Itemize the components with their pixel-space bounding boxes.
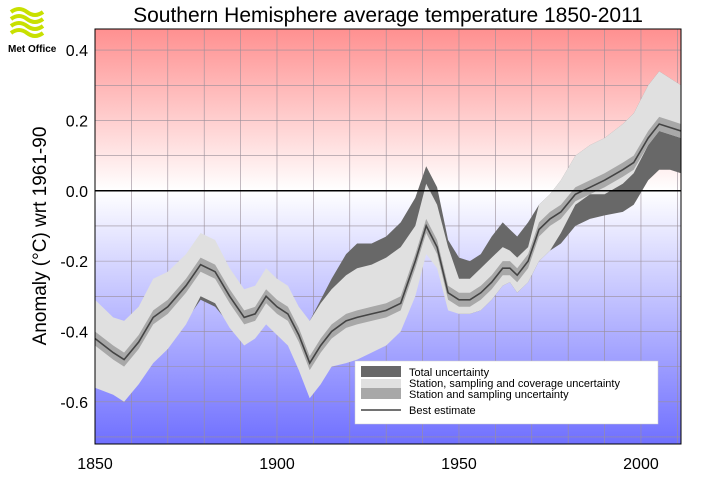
y-axis-label: Anomaly (°C) wrt 1961-90 <box>30 127 51 346</box>
legend-label-station: Station and sampling uncertainty <box>409 389 569 401</box>
best-estimate-line <box>95 123 681 365</box>
x-tick-label: 1900 <box>259 456 295 473</box>
legend-swatch-coverage <box>361 379 401 390</box>
logo-wave-2 <box>9 14 45 24</box>
legend-label-best: Best estimate <box>409 405 476 417</box>
logo-wave-4 <box>9 28 45 38</box>
x-tick-label: 1850 <box>77 456 113 473</box>
met-office-logo: Met Office <box>8 7 57 55</box>
logo-wave-3 <box>9 21 45 31</box>
y-tick-labels: 0.4 0.2 0.0 -0.2 -0.4 -0.6 <box>60 43 88 412</box>
chart-title: Southern Hemisphere average temperature … <box>133 4 643 27</box>
logo-text: Met Office <box>8 44 57 55</box>
plot-frame <box>94 28 682 445</box>
legend-swatch-total <box>361 366 401 377</box>
y-tick-label: -0.6 <box>60 395 88 412</box>
legend: Total uncertainty Station, sampling and … <box>354 360 659 425</box>
band-station-sampling-uncertainty <box>95 116 681 371</box>
x-tick-label: 1950 <box>441 456 477 473</box>
x-tick-label: 2000 <box>623 456 659 473</box>
y-tick-label: -0.2 <box>60 254 88 271</box>
logo-wave-1 <box>9 7 45 17</box>
legend-label-coverage: Station, sampling and coverage uncertain… <box>409 378 620 390</box>
uncertainty-bands <box>95 71 681 402</box>
y-tick-label: 0.4 <box>66 43 88 60</box>
y-tick-label: 0.0 <box>66 184 88 201</box>
legend-swatch-station <box>361 388 401 399</box>
y-tick-label: -0.4 <box>60 324 88 341</box>
legend-box <box>354 360 659 425</box>
legend-label-total: Total uncertainty <box>409 367 490 379</box>
x-tick-labels: 1850 1900 1950 2000 <box>77 456 659 473</box>
y-tick-label: 0.2 <box>66 113 88 130</box>
